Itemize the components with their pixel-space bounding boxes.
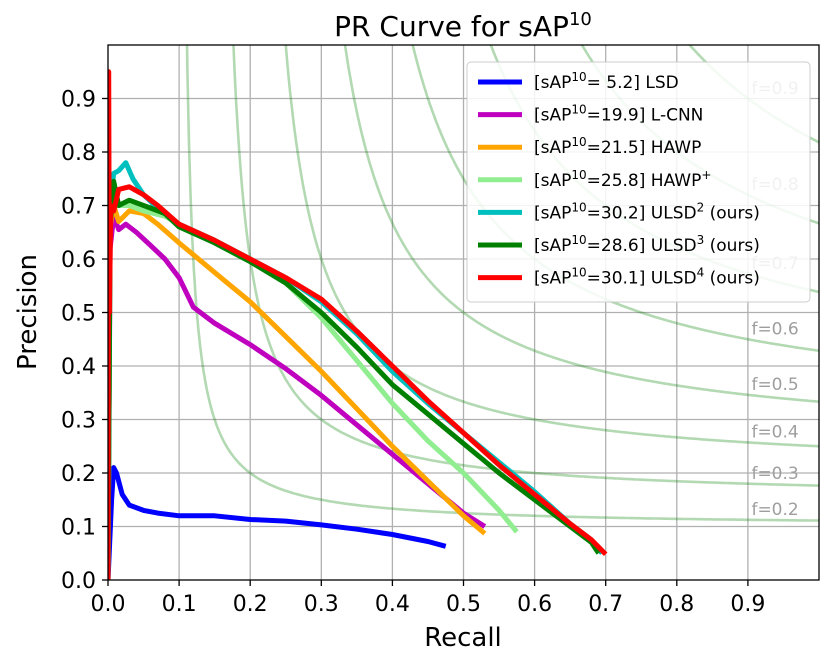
x-tick-label: 0.1	[162, 592, 197, 617]
legend-entry: [sAP10=30.2] ULSD2 (ours)	[534, 200, 760, 223]
chart-title-sup: 10	[569, 9, 592, 30]
x-tick-label: 0.3	[304, 592, 339, 617]
x-tick-label: 0.5	[446, 592, 481, 617]
iso-f-label: f=0.5	[751, 375, 798, 395]
x-tick-label: 0.2	[233, 592, 268, 617]
axis-ticks: 0.0 0.1 0.2 0.3 0.4 0.5 0.6 0.7 0.8 0.9 0.0 0.1 0.2 0…	[61, 88, 765, 618]
series-line	[108, 69, 608, 580]
iso-f-label: f=0.4	[751, 423, 798, 443]
iso-f-label: f=0.6	[751, 320, 798, 340]
iso-f-curve	[232, 45, 819, 487]
x-tick-label: 0.8	[659, 592, 694, 617]
x-axis-title: Recall	[424, 623, 502, 653]
iso-f-curve	[185, 45, 819, 522]
legend-entry: [sAP10=25.8] HAWP+	[534, 168, 711, 191]
y-tick-label: 0.6	[61, 248, 96, 273]
x-tick-label: 0.7	[588, 592, 623, 617]
iso-f-label: f=0.2	[751, 500, 798, 520]
x-tick-label: 0.9	[730, 592, 765, 617]
legend-entry: [sAP10= 5.2] LSD	[534, 70, 679, 93]
series-line	[108, 213, 487, 580]
series-line	[108, 203, 487, 580]
legend-box	[466, 61, 811, 303]
legend-entry: [sAP10=19.9] L-CNN	[534, 103, 703, 126]
y-tick-label: 0.4	[61, 355, 96, 380]
legend-entry: [sAP10=21.5] HAWP	[534, 135, 701, 158]
y-tick-label: 0.5	[61, 302, 96, 327]
series-line	[108, 465, 447, 580]
iso-f-curve	[343, 45, 819, 403]
chart-title: PR Curve for sAP10	[334, 9, 592, 43]
y-tick-label: 0.2	[61, 462, 96, 487]
y-tick-label: 0.0	[61, 569, 96, 594]
legend-entry: [sAP10=30.1] ULSD4 (ours)	[534, 266, 760, 289]
iso-f-label: f=0.3	[751, 464, 798, 484]
legend: [sAP10= 5.2] LSD [sAP10=19.9] L-CNN [sAP10…	[466, 61, 811, 303]
iso-f-curve	[284, 45, 819, 448]
y-tick-label: 0.3	[61, 409, 96, 434]
chart-title-main: PR Curve for sAP	[334, 10, 569, 43]
x-tick-label: 0.0	[91, 592, 126, 617]
y-tick-label: 0.1	[61, 516, 96, 541]
y-axis-title: Precision	[13, 254, 43, 370]
y-tick-label: 0.7	[61, 195, 96, 220]
series-line	[108, 178, 601, 580]
series-lines	[108, 69, 608, 580]
x-tick-label: 0.4	[375, 592, 410, 617]
legend-entry: [sAP10=28.6] ULSD3 (ours)	[534, 233, 760, 256]
x-tick-label: 0.6	[517, 592, 552, 617]
y-tick-label: 0.9	[61, 88, 96, 113]
y-tick-label: 0.8	[61, 141, 96, 166]
